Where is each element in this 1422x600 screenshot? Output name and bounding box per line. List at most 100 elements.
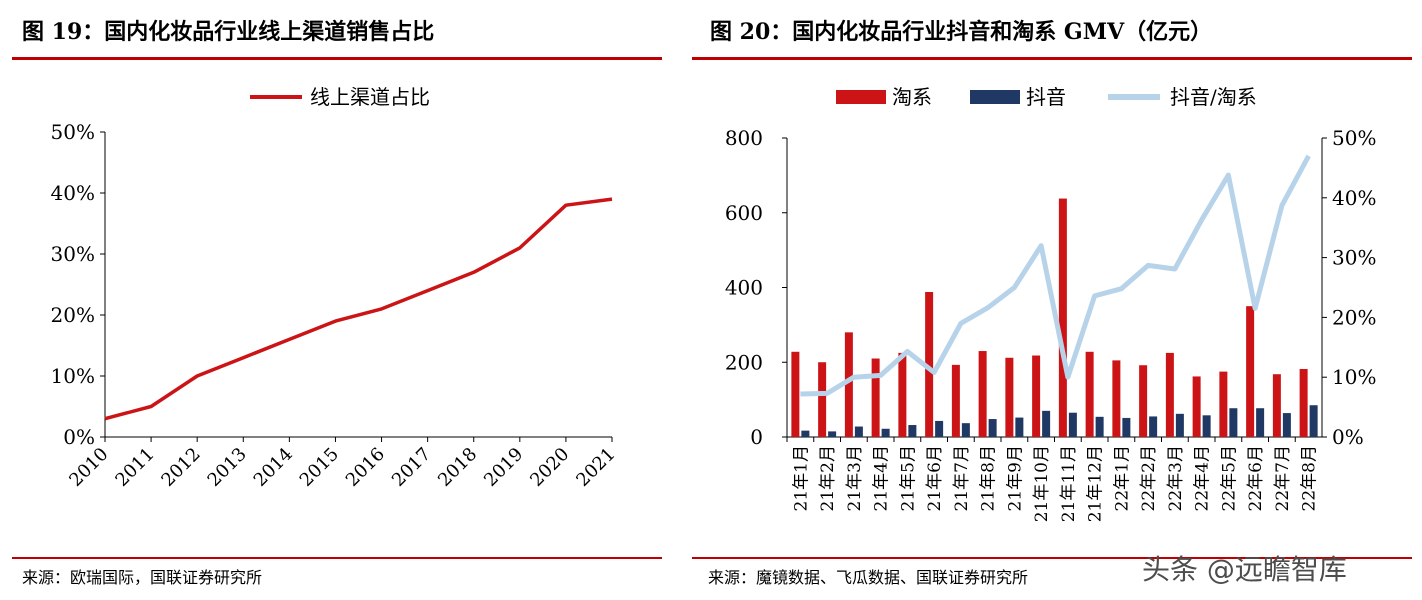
left-x-tick-label: 2019 — [480, 444, 527, 491]
right-chart-panel: 图 20：国内化妆品行业抖音和淘系 GMV（亿元） 来源：魔镜数据、飞瓜数据、国… — [690, 0, 1422, 600]
bar-douyin — [1229, 408, 1238, 437]
bar-taobao — [1112, 360, 1121, 437]
watermark: 头条 @远瞻智库 — [1142, 553, 1347, 586]
left-title-rule — [12, 57, 662, 60]
right-legend-label-douyin: 抖音 — [1026, 85, 1066, 109]
bar-douyin — [908, 425, 917, 437]
bar-douyin — [801, 430, 810, 437]
left-y-tick-label: 20% — [51, 303, 95, 327]
bar-taobao — [925, 291, 934, 437]
bar-taobao — [1246, 306, 1255, 437]
left-x-tick-label: 2014 — [250, 444, 297, 491]
left-y-tick-label: 10% — [51, 364, 95, 388]
right-x-tick-label: 22年7月 — [1273, 445, 1293, 511]
bar-taobao — [1139, 365, 1148, 437]
bar-taobao — [1058, 198, 1067, 437]
left-y-tick-label: 30% — [51, 242, 95, 266]
bar-taobao — [844, 332, 853, 437]
right-legend-label-ratio: 抖音/淘系 — [1170, 85, 1257, 109]
right-title-rule — [692, 57, 1412, 60]
bar-douyin — [1068, 412, 1077, 437]
bar-taobao — [791, 351, 800, 437]
left-y-tick-label: 50% — [51, 120, 95, 144]
right-right-y-tick-label: 10% — [1332, 365, 1376, 389]
right-x-tick-label: 22年2月 — [1139, 445, 1159, 511]
bar-taobao — [898, 352, 907, 437]
right-x-tick-label: 21年7月 — [952, 445, 972, 511]
bar-taobao — [1219, 371, 1228, 437]
right-right-y-tick-label: 20% — [1332, 305, 1376, 329]
left-x-tick-label: 2016 — [342, 444, 389, 491]
bar-taobao — [1192, 376, 1201, 437]
left-x-tick-label: 2017 — [388, 444, 435, 491]
right-right-y-tick-label: 40% — [1332, 186, 1376, 210]
right-left-y-tick-label: 400 — [725, 276, 763, 300]
right-x-tick-label: 21年5月 — [898, 445, 918, 511]
right-x-tick-label: 21年6月 — [925, 445, 945, 511]
bar-taobao — [951, 364, 960, 437]
right-left-y-tick-label: 0 — [750, 425, 763, 449]
right-x-tick-label: 21年2月 — [818, 445, 838, 511]
bar-douyin — [1256, 408, 1265, 437]
left-source-note: 来源：欧瑞国际，国联证券研究所 — [22, 568, 263, 587]
right-x-tick-label: 21年12月 — [1086, 445, 1106, 522]
bar-douyin — [1202, 415, 1211, 437]
right-right-y-tick-label: 30% — [1332, 246, 1376, 270]
bar-douyin — [828, 431, 837, 437]
right-x-tick-label: 21年4月 — [872, 445, 892, 511]
left-y-tick-label: 40% — [51, 181, 95, 205]
right-x-tick-label: 21年8月 — [979, 445, 999, 511]
left-x-tick-label: 2011 — [111, 444, 158, 491]
bar-taobao — [1005, 357, 1014, 437]
left-figure-title: 图 19：国内化妆品行业线上渠道销售占比 — [22, 19, 435, 45]
left-y-tick-label: 0% — [63, 425, 95, 449]
bar-taobao — [1165, 352, 1174, 437]
right-left-y-tick-label: 600 — [725, 201, 763, 225]
right-x-tick-label: 22年5月 — [1219, 445, 1239, 511]
bar-douyin — [854, 426, 863, 437]
bar-taobao — [1032, 355, 1041, 437]
bar-douyin — [1149, 416, 1158, 437]
bar-douyin — [1095, 416, 1104, 437]
right-x-tick-label: 22年3月 — [1166, 445, 1186, 511]
line-online-share — [104, 197, 613, 421]
left-x-tick-label: 2010 — [65, 444, 112, 491]
left-x-tick-label: 2015 — [296, 444, 343, 491]
right-legend-swatch-taobao — [836, 90, 886, 104]
bar-taobao — [871, 358, 880, 437]
right-x-tick-label: 22年6月 — [1246, 445, 1266, 511]
bar-douyin — [1175, 413, 1184, 437]
right-x-tick-label: 21年1月 — [791, 445, 811, 511]
right-left-y-tick-label: 800 — [725, 126, 763, 150]
left-x-tick-label: 2021 — [572, 444, 619, 491]
line-douyin-taobao-ratio — [800, 154, 1311, 397]
left-x-tick-label: 2013 — [204, 444, 251, 491]
right-x-tick-label: 22年1月 — [1112, 445, 1132, 511]
bar-douyin — [881, 428, 890, 437]
bar-douyin — [1282, 413, 1291, 437]
right-x-tick-label: 21年9月 — [1005, 445, 1025, 511]
bar-taobao — [818, 362, 827, 437]
left-bottom-rule — [12, 557, 662, 559]
left-x-tick-label: 2018 — [434, 444, 481, 491]
right-x-tick-label: 22年4月 — [1193, 445, 1213, 511]
left-legend-label: 线上渠道占比 — [310, 85, 430, 109]
right-legend-label-taobao: 淘系 — [892, 85, 932, 109]
right-right-y-tick-label: 50% — [1332, 126, 1376, 150]
right-left-y-tick-label: 200 — [725, 350, 763, 374]
right-x-tick-label: 21年10月 — [1032, 445, 1052, 522]
bar-douyin — [935, 420, 944, 437]
bar-douyin — [988, 419, 997, 437]
right-x-tick-label: 21年3月 — [845, 445, 865, 511]
bar-taobao — [1272, 374, 1281, 437]
right-legend-swatch-douyin — [970, 90, 1020, 104]
bar-taobao — [978, 351, 987, 437]
right-source-note: 来源：魔镜数据、飞瓜数据、国联证券研究所 — [708, 568, 1029, 587]
right-right-y-tick-label: 0% — [1332, 425, 1364, 449]
right-bottom-rule — [692, 557, 1412, 559]
bar-taobao — [1085, 351, 1094, 437]
right-x-tick-label: 22年8月 — [1300, 445, 1320, 511]
left-chart-panel: 图 19：国内化妆品行业线上渠道销售占比 来源：欧瑞国际，国联证券研究所 — [0, 0, 670, 600]
bar-douyin — [1122, 417, 1131, 437]
